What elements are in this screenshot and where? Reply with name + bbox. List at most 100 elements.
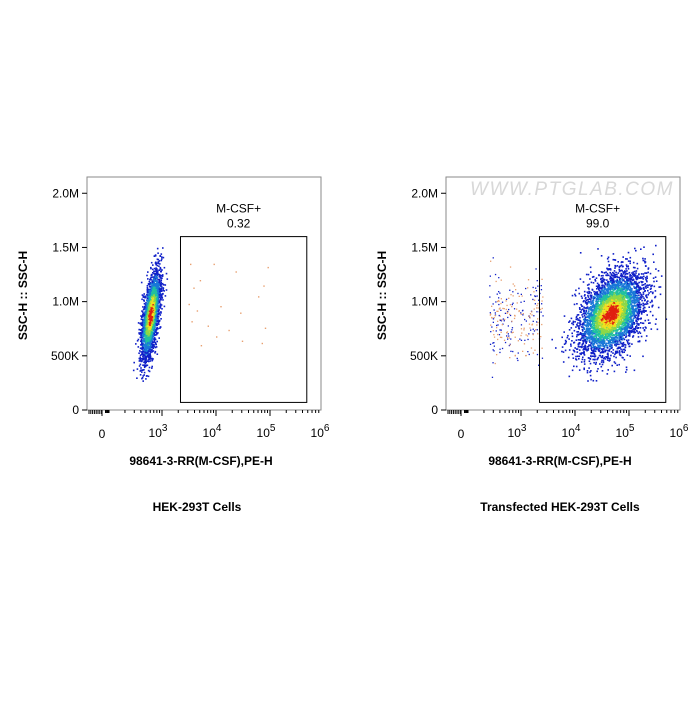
event-point: [627, 342, 629, 344]
event-point: [571, 333, 573, 335]
event-point: [571, 327, 573, 329]
event-point: [577, 325, 579, 327]
event-point: [135, 343, 137, 345]
event-point: [150, 299, 152, 301]
event-point: [581, 326, 583, 328]
sparse-point: [240, 313, 241, 314]
event-point: [161, 269, 163, 271]
event-point: [145, 350, 147, 352]
event-point: [161, 294, 163, 296]
event-point: [151, 324, 153, 326]
event-point: [140, 374, 142, 376]
event-point: [156, 278, 158, 280]
event-point: [606, 279, 608, 281]
event-point: [139, 365, 141, 367]
event-point: [149, 339, 151, 341]
event-point: [150, 342, 152, 344]
event-point: [579, 308, 581, 310]
event-point: [597, 283, 599, 285]
event-point: [147, 346, 149, 348]
event-point: [612, 352, 614, 354]
event-point: [628, 260, 630, 262]
event-point: [562, 346, 564, 348]
event-point: [153, 307, 155, 309]
event-point: [640, 281, 642, 283]
event-point: [628, 268, 630, 270]
event-point: [160, 268, 162, 270]
event-point: [147, 298, 149, 300]
event-point: [153, 317, 155, 319]
event-point: [152, 351, 154, 353]
event-point: [653, 281, 655, 283]
event-point: [152, 327, 154, 329]
event-point: [158, 263, 160, 265]
event-point: [601, 366, 603, 368]
sparse-point: [265, 328, 266, 329]
event-point: [634, 271, 636, 273]
event-point: [153, 342, 155, 344]
event-point: [643, 293, 645, 295]
event-point: [153, 282, 155, 284]
event-point: [634, 248, 636, 250]
y-tick-label: 2.0M: [52, 186, 79, 200]
sparse-point: [216, 336, 217, 337]
event-point: [153, 271, 155, 273]
event-point: [148, 350, 150, 352]
event-point: [589, 278, 591, 280]
event-point: [654, 286, 656, 288]
event-point: [159, 290, 161, 292]
event-point: [154, 346, 156, 348]
event-point: [141, 282, 143, 284]
event-point: [572, 354, 574, 356]
event-point: [147, 285, 149, 287]
x-tick-label: 106: [311, 423, 330, 440]
event-point: [151, 367, 153, 369]
event-point: [138, 339, 140, 341]
event-point: [147, 289, 149, 291]
event-point: [582, 346, 584, 348]
event-point: [587, 299, 589, 301]
event-point: [605, 291, 607, 293]
event-point: [626, 340, 628, 342]
event-point: [153, 333, 155, 335]
event-point: [646, 276, 648, 278]
event-point: [604, 272, 606, 274]
event-point: [571, 323, 573, 325]
event-point: [155, 306, 157, 308]
event-point: [594, 354, 596, 356]
event-point: [159, 302, 161, 304]
event-point: [575, 295, 577, 297]
event-point: [650, 311, 652, 313]
event-point: [143, 319, 145, 321]
event-point: [165, 284, 167, 286]
event-point: [144, 362, 146, 364]
event-point: [146, 348, 148, 350]
event-point: [629, 272, 631, 274]
event-point: [142, 311, 144, 313]
event-point: [579, 317, 581, 319]
event-point: [149, 367, 151, 369]
event-point: [142, 380, 144, 382]
event-point: [146, 275, 148, 277]
event-point: [152, 269, 154, 271]
event-point: [145, 354, 147, 356]
x-tick-label: 103: [149, 423, 168, 440]
event-point: [138, 329, 140, 331]
event-point: [651, 328, 653, 330]
event-point: [162, 293, 164, 295]
event-point: [156, 333, 158, 335]
event-point: [146, 338, 148, 340]
event-point: [608, 338, 610, 340]
event-point: [150, 335, 152, 337]
event-point: [590, 375, 592, 377]
event-point: [641, 313, 643, 315]
event-point: [159, 287, 161, 289]
event-point: [150, 356, 152, 358]
event-point: [145, 311, 147, 313]
event-point: [583, 349, 585, 351]
sparse-point: [201, 345, 202, 346]
event-point: [640, 322, 642, 324]
event-point: [136, 377, 138, 379]
event-point: [166, 273, 168, 275]
